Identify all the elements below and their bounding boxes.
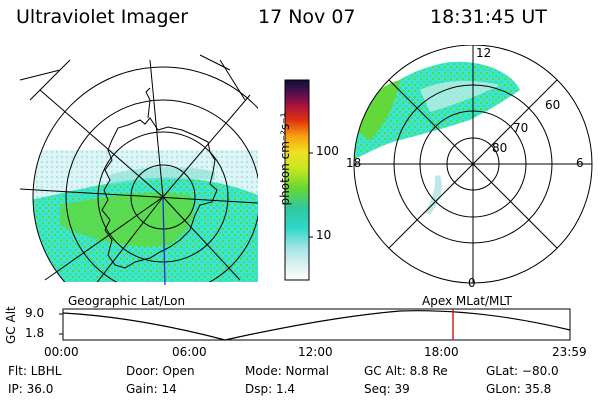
mlt-label-6: 6 <box>576 156 584 170</box>
colorbar-tick-10: 10 <box>316 228 332 242</box>
left-map-caption: Geographic Lat/Lon <box>68 294 186 308</box>
info-seq: Seq: 39 <box>364 382 410 396</box>
lat-label-60: 60 <box>545 98 561 112</box>
mlt-label-18: 18 <box>346 156 362 170</box>
colorbar-tick-100: 100 <box>316 144 339 158</box>
altitude-curve <box>62 310 571 341</box>
colorbar-label: photon cm⁻²s⁻¹ <box>278 112 292 206</box>
alt-tick-1-8: 1.8 <box>25 326 45 340</box>
coastline <box>101 87 218 269</box>
image-date: 17 Nov 07 <box>258 6 356 28</box>
intensity-colorbar <box>284 79 313 281</box>
info-filter: Flt: LBHL <box>8 364 62 378</box>
mlt-label-12: 12 <box>476 46 492 60</box>
aurora-image-left <box>33 150 258 282</box>
info-gain: Gain: 14 <box>126 382 177 396</box>
aurora-image-right <box>354 61 520 215</box>
info-mode: Mode: Normal <box>245 364 329 378</box>
right-map-caption: Apex MLat/MLT <box>422 294 512 308</box>
image-time: 18:31:45 UT <box>430 6 547 28</box>
lat-label-80: 80 <box>492 141 508 155</box>
info-glat: GLat: −80.0 <box>486 364 559 378</box>
lat-label-70: 70 <box>513 121 529 135</box>
info-ip: IP: 36.0 <box>8 382 54 396</box>
time-tick-2359: 23:59 <box>552 345 587 359</box>
time-tick-0600: 06:00 <box>172 345 207 359</box>
altitude-plot <box>59 308 571 341</box>
info-glon: GLon: 35.8 <box>486 382 552 396</box>
alt-tick-9: 9.0 <box>25 306 45 320</box>
time-tick-1800: 18:00 <box>424 345 459 359</box>
info-dsp: Dsp: 1.4 <box>245 382 296 396</box>
mlt-label-0: 0 <box>468 276 476 290</box>
mlt-polar-plot <box>353 45 593 284</box>
info-door: Door: Open <box>126 364 195 378</box>
geographic-map <box>19 54 258 285</box>
app-title: Ultraviolet Imager <box>16 6 189 28</box>
meridian-line <box>162 196 166 285</box>
time-tick-1200: 12:00 <box>298 345 333 359</box>
altitude-axis-label: GC Alt <box>4 306 18 344</box>
map-grid-lines <box>19 54 258 282</box>
polar-grid <box>353 45 593 284</box>
info-gc-alt: GC Alt: 8.8 Re <box>364 364 448 378</box>
time-tick-0000: 00:00 <box>44 345 79 359</box>
